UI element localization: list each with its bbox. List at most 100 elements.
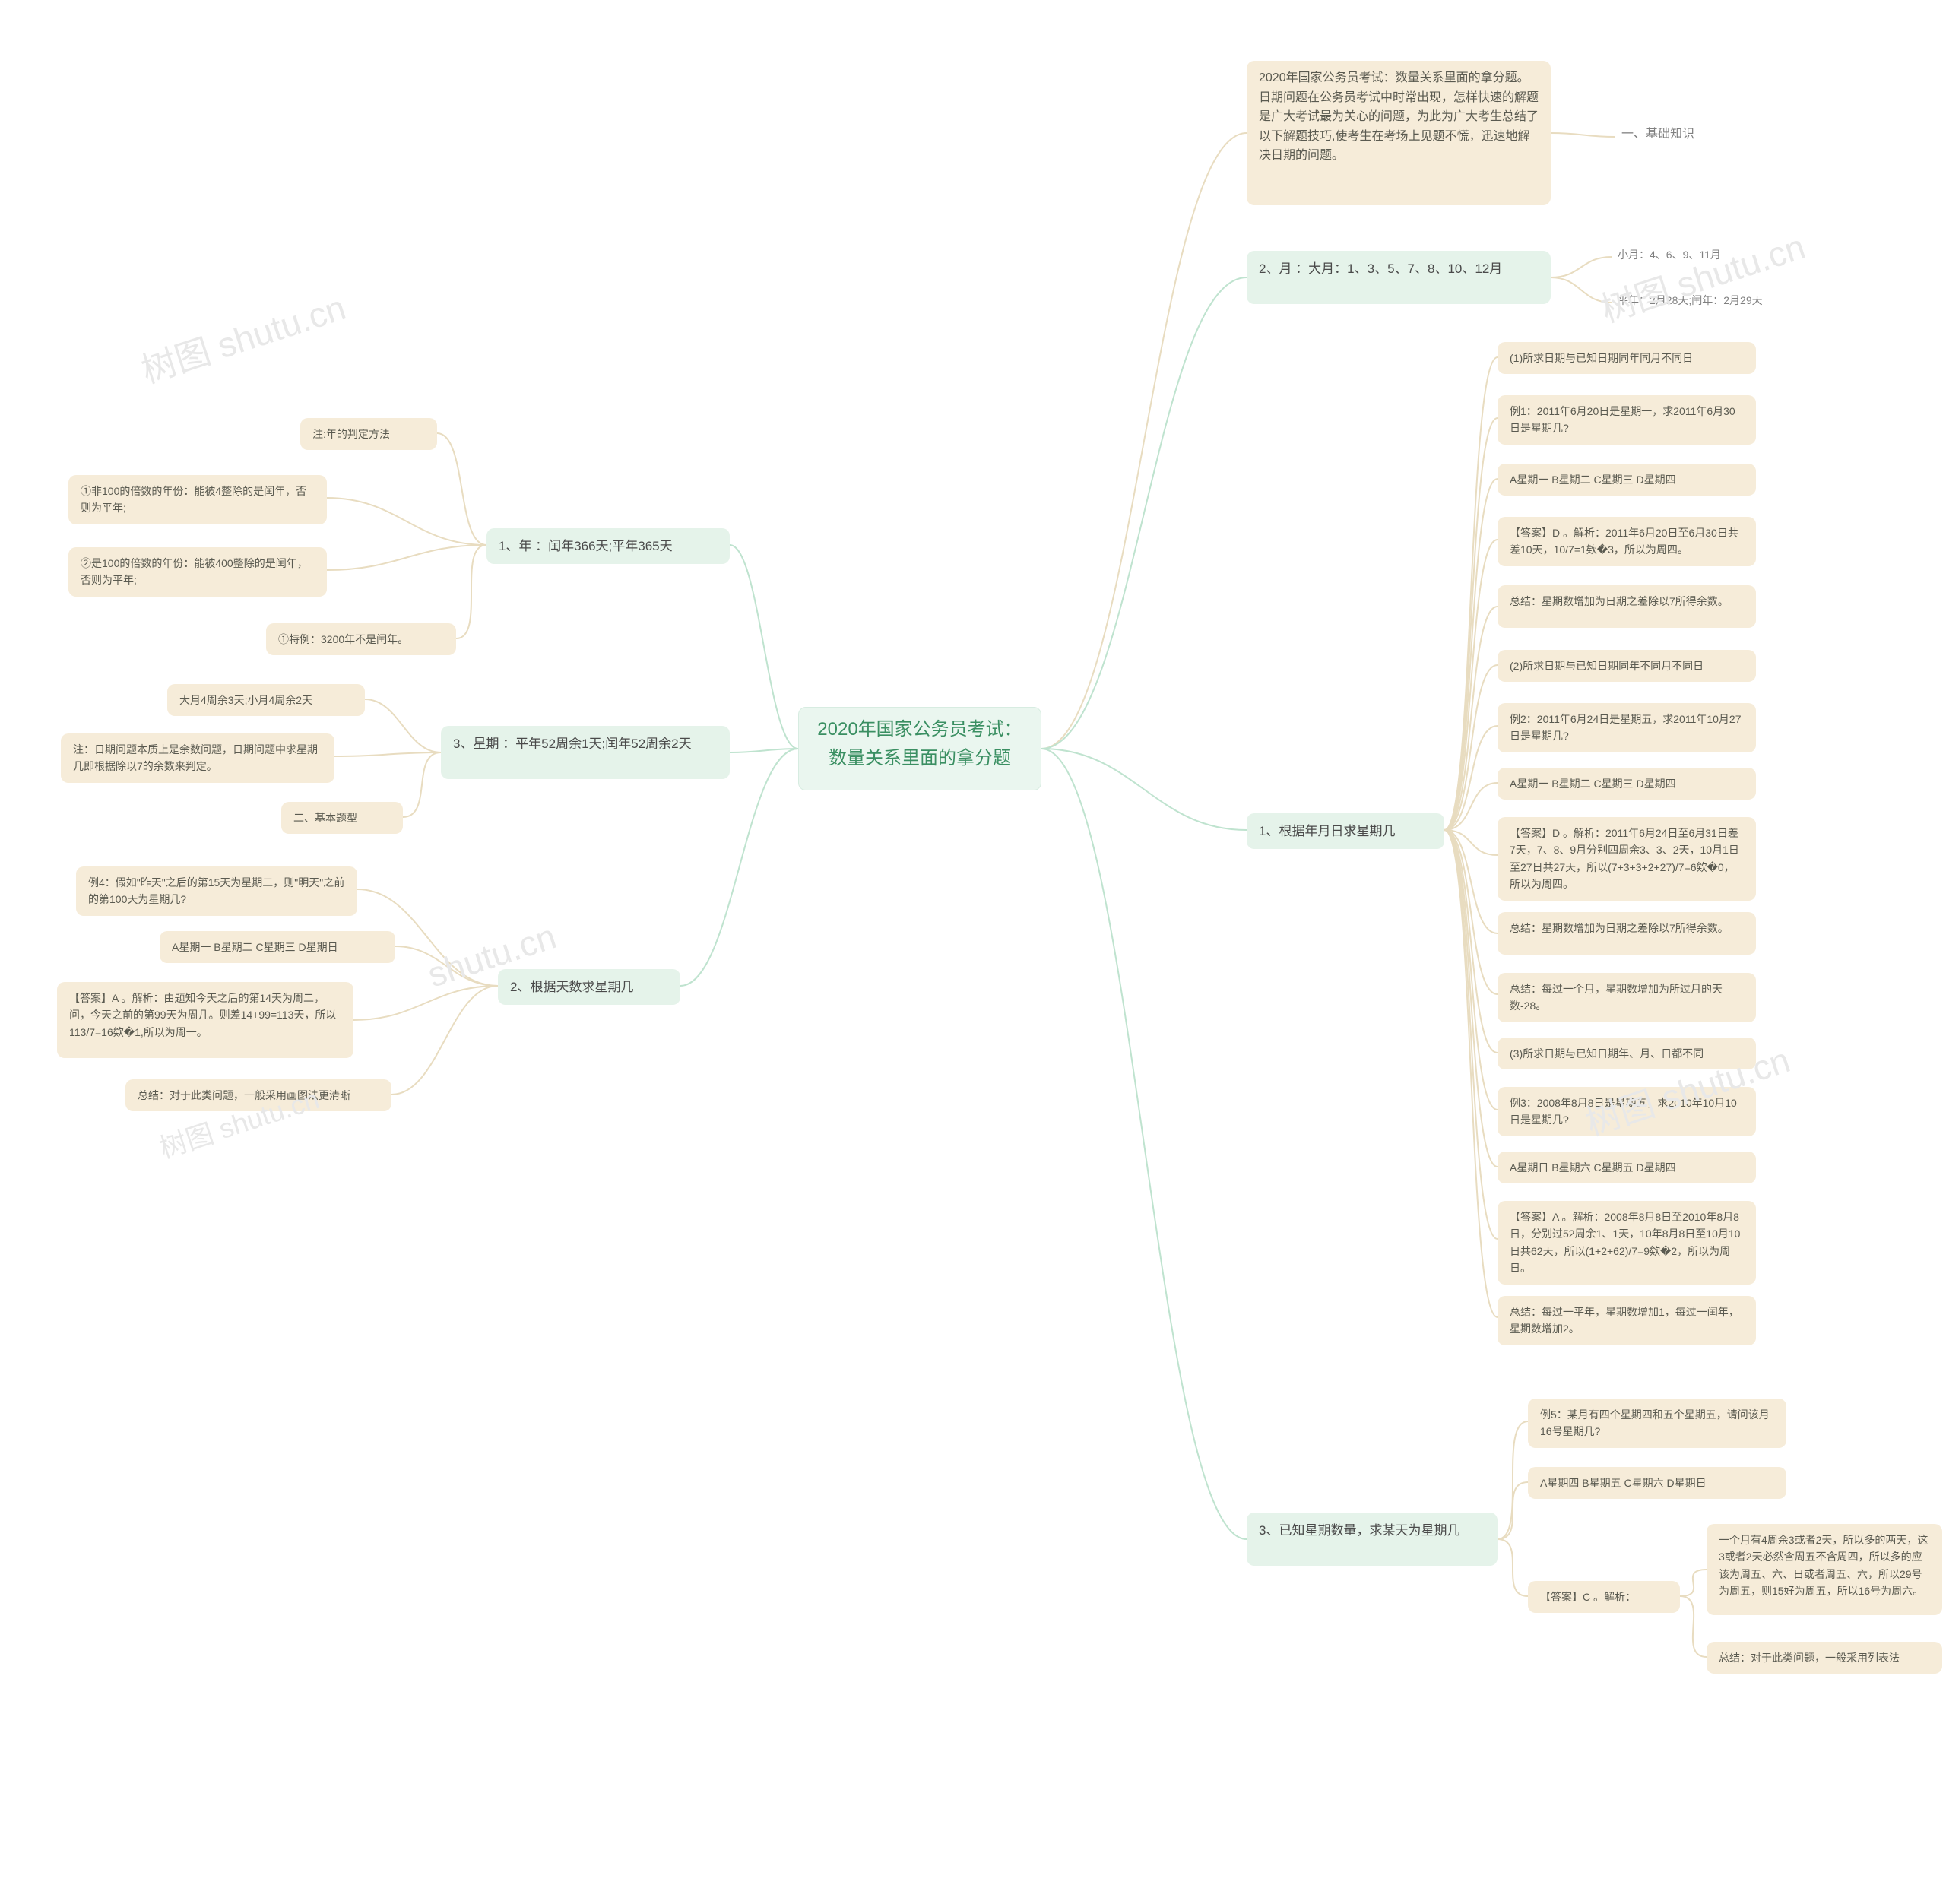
mindmap-node-b3a_sum: 总结：对于此类问题，一般采用列表法: [1707, 1642, 1942, 1674]
mindmap-node-b3a_det: 一个月有4周余3或者2天，所以多的两天，这3或者2天必然含周五不含周四，所以多的…: [1707, 1524, 1942, 1615]
edge: [1444, 830, 1498, 1053]
node-text: 大月4周余3天;小月4周余2天: [179, 694, 312, 706]
node-text: A星期一 B星期二 C星期三 D星期日: [172, 941, 338, 953]
node-text: 总结：每过一个月，星期数增加为所过月的天数-28。: [1510, 983, 1723, 1012]
node-text: A星期一 B星期二 C星期三 D星期四: [1510, 474, 1676, 486]
edge: [391, 986, 498, 1095]
edge: [1444, 830, 1498, 1167]
mindmap-node-month: 2、月 ：大月：1、3、5、7、8、10、12月: [1247, 251, 1551, 304]
mindmap-node-b1_t: (1)所求日期与已知日期同年同月不同日: [1498, 342, 1756, 374]
edge: [1551, 257, 1612, 277]
edge: [1680, 1596, 1707, 1657]
mindmap-node-year_r2: ②是100的倍数的年份：能被400整除的是闰年，否则为平年;: [68, 547, 327, 597]
mindmap-node-b2_sum1: 总结：星期数增加为日期之差除以7所得余数。: [1498, 912, 1756, 955]
edge: [1444, 357, 1498, 830]
edge: [334, 752, 441, 756]
node-text: 【答案】D 。解析：2011年6月24日至6月31日差7天，7、8、9月分别四周…: [1510, 827, 1739, 890]
node-text: 总结：对于此类问题，一般采用画图法更清晰: [138, 1089, 350, 1101]
mindmap-node-b3_t: (3)所求日期与已知日期年、月、日都不同: [1498, 1038, 1756, 1069]
edge: [353, 986, 498, 1020]
node-text: 【答案】C 。解析：: [1540, 1591, 1636, 1603]
mindmap-node-b2_opt: A星期一 B星期二 C星期三 D星期四: [1498, 768, 1756, 800]
node-text: 总结：对于此类问题，一般采用列表法: [1719, 1652, 1900, 1664]
mindmap-node-b2_ans: 【答案】D 。解析：2011年6月24日至6月31日差7天，7、8、9月分别四周…: [1498, 817, 1756, 901]
mindmap-node-b3_opt: A星期日 B星期六 C星期五 D星期四: [1498, 1152, 1756, 1183]
node-text: 一、基础知识: [1621, 128, 1694, 141]
edge: [1551, 133, 1615, 137]
node-text: ①特例：3200年不是闰年。: [278, 633, 408, 645]
node-text: 2020年国家公务员考试： 数量关系里面的拿分题: [817, 719, 1022, 768]
edge: [403, 752, 441, 817]
node-text: 2020年国家公务员考试：数量关系里面的拿分题。日期问题在公务员考试中时常出现，…: [1259, 71, 1539, 162]
mindmap-node-d_opt: A星期一 B星期二 C星期三 D星期日: [160, 931, 395, 963]
mindmap-node-b1: 1、根据年月日求星期几: [1247, 813, 1444, 849]
mindmap-node-b3a_opt: A星期四 B星期五 C星期六 D星期日: [1528, 1467, 1786, 1499]
edge: [1444, 830, 1498, 1317]
edge: [437, 433, 486, 545]
edge: [1444, 830, 1498, 1110]
node-text: 注:年的判定方法: [312, 428, 390, 440]
node-text: 1、根据年月日求星期几: [1259, 824, 1395, 838]
edge: [395, 946, 498, 986]
mindmap-node-week_a: 大月4周余3天;小月4周余2天: [167, 684, 365, 716]
mindmap-node-month_f: 平年：2月28天;闰年：2月29天: [1612, 289, 1809, 316]
mindmap-node-b1_ans: 【答案】D 。解析：2011年6月20日至6月30日共差10天，10/7=1欸�…: [1498, 517, 1756, 566]
edge: [327, 545, 486, 570]
mindmap-node-d_sum: 总结：对于此类问题，一般采用画图法更清晰: [125, 1079, 391, 1111]
edge: [1444, 830, 1498, 933]
mindmap-node-b2_t: (2)所求日期与已知日期同年不同月不同日: [1498, 650, 1756, 682]
watermark: 树图 shutu.cn: [135, 280, 351, 394]
node-text: (2)所求日期与已知日期同年不同月不同日: [1510, 660, 1704, 672]
node-text: 【答案】A 。解析：2008年8月8日至2010年8月8日，分别过52周余1、1…: [1510, 1211, 1740, 1274]
node-text: 2、根据天数求星期几: [510, 980, 633, 994]
edge: [1444, 783, 1498, 830]
node-text: 例5：某月有四个星期四和五个星期五，请问该月16号星期几?: [1540, 1408, 1770, 1437]
mindmap-node-year_m: 注:年的判定方法: [300, 418, 437, 450]
edge: [1444, 665, 1498, 830]
mindmap-node-b2_sum2: 总结：每过一个月，星期数增加为所过月的天数-28。: [1498, 973, 1756, 1022]
mindmap-node-year: 1、年 ：闰年366天;平年365天: [486, 528, 730, 564]
mindmap-node-intro: 2020年国家公务员考试：数量关系里面的拿分题。日期问题在公务员考试中时常出现，…: [1247, 61, 1551, 205]
mindmap-node-base: 一、基础知识: [1615, 122, 1722, 152]
mindmap-node-b3_ex: 例3：2008年8月8日是星期五，求2010年10月10日是星期几?: [1498, 1087, 1756, 1136]
mindmap-node-b1_sum: 总结：星期数增加为日期之差除以7所得余数。: [1498, 585, 1756, 628]
edge: [1444, 607, 1498, 830]
node-text: 3、星期 ：平年52周余1天;闰年52周余2天: [453, 737, 692, 751]
edge: [1041, 749, 1247, 830]
mindmap-node-b3a_ex: 例5：某月有四个星期四和五个星期五，请问该月16号星期几?: [1528, 1399, 1786, 1448]
mindmap-node-b1_opt: A星期一 B星期二 C星期三 D星期四: [1498, 464, 1756, 496]
node-text: 例1：2011年6月20日是星期一，求2011年6月30日是星期几?: [1510, 405, 1735, 434]
edge: [1041, 133, 1247, 749]
edge: [1444, 540, 1498, 830]
mindmap-node-week: 3、星期 ：平年52周余1天;闰年52周余2天: [441, 726, 730, 779]
mindmap-node-b3a_ans: 【答案】C 。解析：: [1528, 1581, 1680, 1613]
mindmap-node-b3: 3、已知星期数量，求某天为星期几: [1247, 1513, 1498, 1566]
node-text: 一个月有4周余3或者2天，所以多的两天，这3或者2天必然含周五不含周四，所以多的…: [1719, 1534, 1928, 1597]
mindmap-node-root: 2020年国家公务员考试： 数量关系里面的拿分题: [798, 707, 1041, 790]
edge: [1444, 418, 1498, 830]
node-text: 【答案】D 。解析：2011年6月20日至6月30日共差10天，10/7=1欸�…: [1510, 527, 1738, 556]
node-text: ②是100的倍数的年份：能被400整除的是闰年，否则为平年;: [81, 557, 308, 586]
node-text: 2、月 ：大月：1、3、5、7、8、10、12月: [1259, 261, 1502, 276]
mindmap-node-b1_ex: 例1：2011年6月20日是星期一，求2011年6月30日是星期几?: [1498, 395, 1756, 445]
mindmap-node-year_r1: ①非100的倍数的年份：能被4整除的是闰年，否则为平年;: [68, 475, 327, 524]
edge: [327, 498, 486, 545]
edge: [730, 749, 798, 752]
edge: [730, 545, 798, 749]
mindmap-node-d_ex: 例4：假如"昨天"之后的第15天为星期二，则"明天"之前的第100天为星期几?: [76, 866, 357, 916]
node-text: 总结：星期数增加为日期之差除以7所得余数。: [1510, 595, 1729, 607]
node-text: 小月：4、6、9、11月: [1618, 249, 1721, 261]
edge: [1041, 749, 1247, 1539]
edge: [1680, 1570, 1707, 1596]
node-text: A星期日 B星期六 C星期五 D星期四: [1510, 1161, 1676, 1174]
node-text: 3、已知星期数量，求某天为星期几: [1259, 1523, 1460, 1538]
node-text: (3)所求日期与已知日期年、月、日都不同: [1510, 1047, 1704, 1060]
node-text: 注：日期问题本质上是余数问题，日期问题中求星期几即根据除以7的余数来判定。: [73, 743, 318, 772]
node-text: 【答案】A 。解析：由题知今天之后的第14天为周二，问，今天之前的第99天为周几…: [69, 992, 336, 1038]
edge: [1498, 1539, 1528, 1596]
mindmap-node-d_ans: 【答案】A 。解析：由题知今天之后的第14天为周二，问，今天之前的第99天为周几…: [57, 982, 353, 1058]
mindmap-node-month_s: 小月：4、6、9、11月: [1612, 243, 1779, 271]
mindmap-node-b2_ex: 例2：2011年6月24日是星期五，求2011年10月27日是星期几?: [1498, 703, 1756, 752]
node-text: 例4：假如"昨天"之后的第15天为星期二，则"明天"之前的第100天为星期几?: [88, 876, 344, 905]
mindmap-node-b3_sum: 总结：每过一平年，星期数增加1，每过一闰年，星期数增加2。: [1498, 1296, 1756, 1345]
